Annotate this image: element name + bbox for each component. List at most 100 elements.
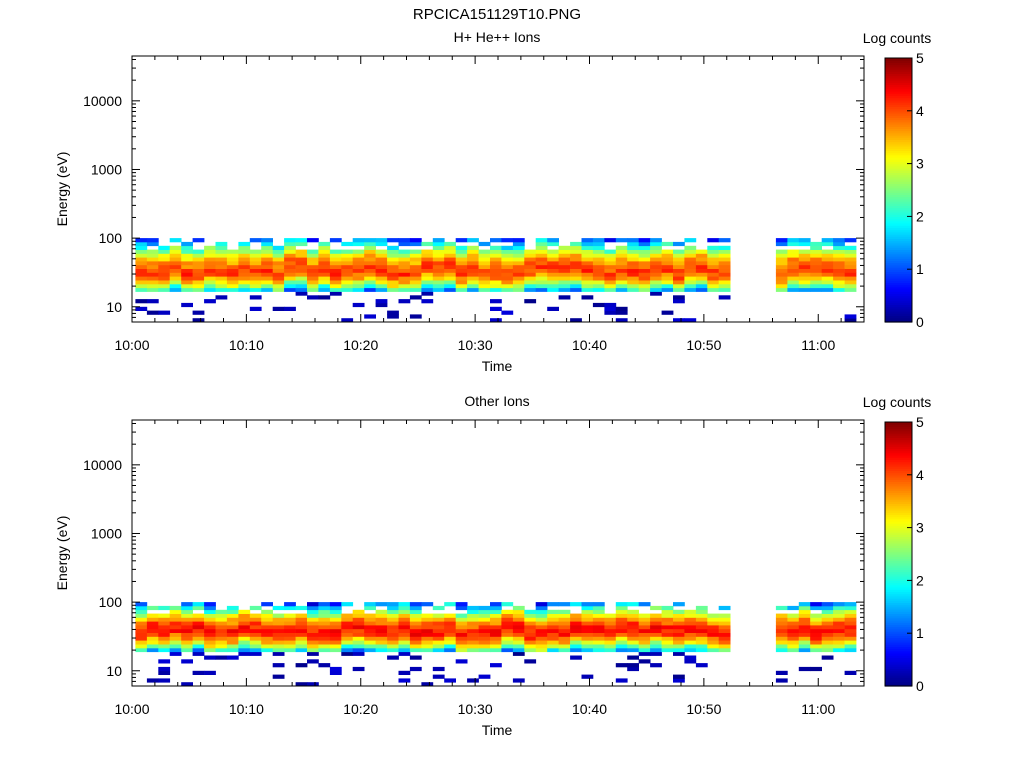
- heatmap-cell: [226, 268, 239, 273]
- colorbar-segment: [885, 146, 912, 149]
- heatmap-cell: [284, 276, 296, 281]
- colorbar-segment: [885, 664, 912, 667]
- heatmap-cell: [490, 640, 502, 645]
- heatmap-cell: [490, 306, 502, 311]
- y-tick-label: 1000: [91, 161, 122, 177]
- heatmap-cell: [638, 283, 651, 289]
- heatmap-cell: [650, 632, 662, 637]
- heatmap-cell: [501, 647, 514, 653]
- colorbar-segment: [885, 119, 912, 123]
- colorbar-segment: [885, 613, 912, 617]
- colorbar-segment: [885, 611, 912, 614]
- colorbar-segment: [885, 165, 912, 169]
- heatmap-cell: [501, 617, 514, 622]
- heatmap-cell: [581, 602, 594, 607]
- heatmap-cell: [718, 295, 731, 300]
- heatmap-cell: [158, 268, 171, 273]
- heatmap-cell: [341, 640, 354, 645]
- heatmap-cell: [272, 605, 285, 611]
- heatmap-cell: [718, 647, 731, 653]
- heatmap-cell: [284, 272, 296, 277]
- heatmap-cell: [249, 287, 262, 292]
- colorbar-segment: [885, 58, 912, 61]
- heatmap-cell: [558, 253, 571, 258]
- colorbar-segment: [885, 602, 912, 606]
- heatmap-cell: [432, 640, 445, 645]
- heatmap-cell: [318, 241, 331, 247]
- heatmap-cell: [398, 253, 411, 258]
- colorbar-tick-label: 3: [916, 520, 924, 536]
- heatmap-cell: [558, 257, 571, 262]
- heatmap-cell: [673, 674, 685, 679]
- heatmap-cell: [192, 651, 205, 656]
- heatmap-cell: [638, 268, 651, 273]
- heatmap-cell: [432, 280, 445, 285]
- heatmap-cell: [524, 647, 537, 653]
- heatmap-cell: [146, 264, 159, 269]
- heatmap-cell: [432, 287, 445, 292]
- heatmap-cell: [249, 268, 262, 273]
- heatmap-cell: [375, 272, 388, 277]
- heatmap-cell: [432, 674, 445, 679]
- heatmap-cell: [650, 640, 662, 645]
- heatmap-cell: [249, 295, 262, 300]
- heatmap-cell: [272, 674, 285, 679]
- heatmap-cell: [307, 613, 319, 618]
- colorbar-segment: [885, 507, 912, 511]
- heatmap-cell: [695, 257, 708, 262]
- heatmap-cell: [627, 621, 639, 626]
- heatmap-cell: [661, 621, 674, 626]
- heatmap-cell: [547, 287, 559, 292]
- heatmap-cell: [261, 287, 273, 292]
- heatmap-cell: [684, 264, 697, 269]
- heatmap-cell: [592, 613, 605, 618]
- colorbar-segment: [885, 262, 912, 266]
- colorbar-segment: [885, 157, 912, 160]
- heatmap-cell: [478, 621, 491, 626]
- heatmap-cell: [615, 609, 628, 614]
- heatmap-cell: [284, 647, 296, 653]
- heatmap-cell: [775, 613, 788, 618]
- heatmap-cell: [478, 605, 491, 611]
- heatmap-cell: [684, 659, 697, 664]
- heatmap-cell: [570, 628, 582, 633]
- heatmap-cell: [627, 602, 639, 607]
- heatmap-cell: [398, 261, 411, 266]
- heatmap-cell: [650, 647, 662, 653]
- heatmap-cell: [490, 663, 502, 668]
- heatmap-cell: [718, 280, 731, 285]
- heatmap-cell: [387, 632, 399, 637]
- heatmap-cell: [695, 663, 708, 668]
- heatmap-cell: [673, 261, 685, 266]
- colorbar-segment: [885, 653, 912, 656]
- heatmap-cell: [833, 602, 845, 607]
- colorbar-segment: [885, 547, 912, 551]
- heatmap-cell: [512, 253, 525, 258]
- heatmap-cell: [798, 268, 811, 273]
- heatmap-cell: [284, 261, 296, 266]
- heatmap-cell: [295, 605, 308, 611]
- heatmap-cell: [169, 272, 182, 277]
- heatmap-cell: [409, 287, 422, 292]
- heatmap-cell: [638, 238, 651, 243]
- heatmap-cell: [158, 636, 171, 641]
- heatmap-cell: [146, 628, 159, 633]
- heatmap-cell: [238, 261, 251, 266]
- heatmap-cell: [661, 613, 674, 618]
- heatmap-cell: [650, 245, 662, 250]
- heatmap-cell: [787, 238, 800, 243]
- heatmap-cell: [775, 241, 788, 247]
- heatmap-cell: [192, 621, 205, 626]
- heatmap-cell: [329, 640, 342, 645]
- heatmap-cell: [695, 276, 708, 281]
- heatmap-cell: [490, 636, 502, 641]
- heatmap-cell: [169, 280, 182, 285]
- colorbar-segment: [885, 492, 912, 496]
- heatmap-cell: [444, 261, 456, 266]
- heatmap-cell: [844, 280, 857, 285]
- colorbar-segment: [885, 657, 912, 661]
- colorbar-segment: [885, 441, 912, 445]
- heatmap-cell: [204, 602, 216, 607]
- heatmap-cell: [272, 644, 285, 649]
- heatmap-cell: [512, 678, 525, 683]
